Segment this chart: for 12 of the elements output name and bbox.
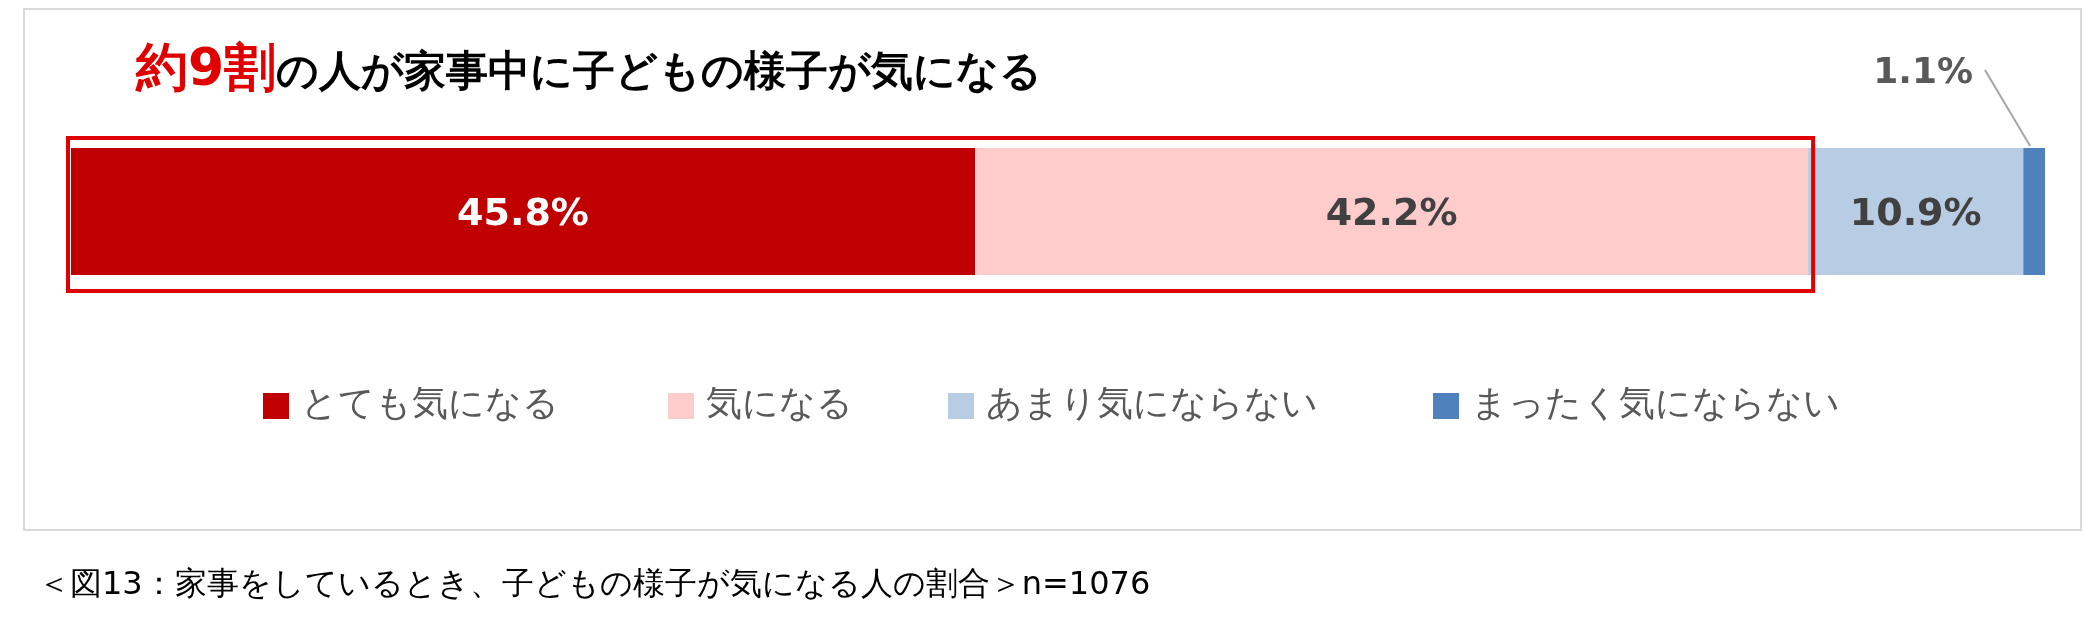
bar (1808, 148, 2024, 275)
text: ＜図13：家事をしているとき、子どもの様子が気になる人の割合＞n=1076 (38, 564, 1151, 603)
legend-label: とても気になる (301, 381, 559, 423)
data-label: 42.2% (1325, 189, 1458, 234)
chart-title: 約9割の人が家事中に子どもの様子が気になる (136, 37, 1043, 98)
data-label: 1.1% (1873, 49, 1973, 91)
data-label: 45.8% (457, 189, 589, 234)
bar (2023, 148, 2045, 275)
legend-label: 気になる (706, 381, 853, 423)
legend-label: まったく気にならない (1471, 381, 1840, 423)
legend-label: あまり気にならない (986, 381, 1318, 423)
data-label: 10.9% (1849, 189, 1982, 234)
